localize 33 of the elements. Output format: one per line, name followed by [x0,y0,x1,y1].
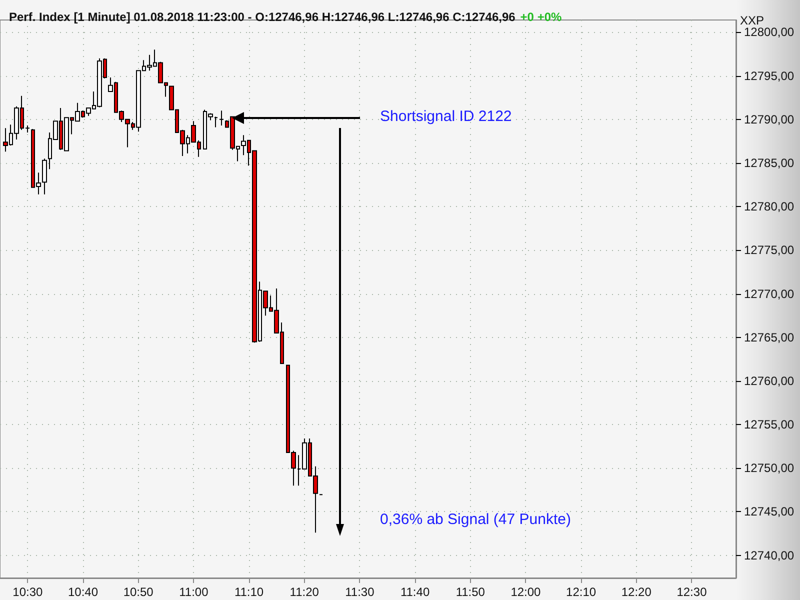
x-tick-label: 11:30 [345,585,375,599]
x-tick-label: 10:40 [68,585,98,599]
y-tick-label: 12775,00 [744,243,794,258]
x-tick-label: 11:10 [234,585,264,599]
y-tick-label: 12800,00 [744,25,794,40]
x-tick-label: 12:00 [510,585,542,599]
y-tick-label: 12750,00 [744,461,794,476]
chart-subtitle: +0 +0% [520,10,562,24]
y-tick-label: 12745,00 [744,504,794,519]
candlestick [42,158,47,195]
x-tick-label: 12:20 [621,585,652,599]
x-tick-label: 11:40 [400,585,430,599]
annotation: Shortsignal ID 2122 [380,108,512,125]
chart-title: Perf. Index [1 Minute] 01.08.2018 11:23:00 - O:12746,96 H:12746,96 L:12746,96 C:12746,96 [9,10,516,24]
y-tick-label: 12780,00 [744,200,794,214]
y-tick-label: 12760,00 [744,374,794,388]
candlestick [219,110,224,126]
x-tick-label: 11:20 [290,585,320,599]
x-tick-label: 11:50 [456,585,486,599]
x-tick-label: 10:30 [12,585,44,599]
x-tick-label: 10:50 [123,585,154,599]
y-tick-label: 12795,00 [744,68,794,83]
x-tick-label: 12:10 [566,585,596,599]
y-tick-label: 12770,00 [744,286,794,301]
y-tick-label: 12740,00 [744,548,794,562]
y-tick-label: 12785,00 [744,156,794,170]
y-tick-label: 12765,00 [744,330,794,344]
y-axis-title: XXP [740,13,764,28]
y-tick-label: 12790,00 [744,112,794,126]
y-tick-label: 12755,00 [744,418,794,432]
x-tick-label: 12:30 [676,585,708,599]
x-tick-label: 11:00 [179,585,209,599]
annotation: 0,36% ab Signal (47 Punkte) [380,511,571,528]
